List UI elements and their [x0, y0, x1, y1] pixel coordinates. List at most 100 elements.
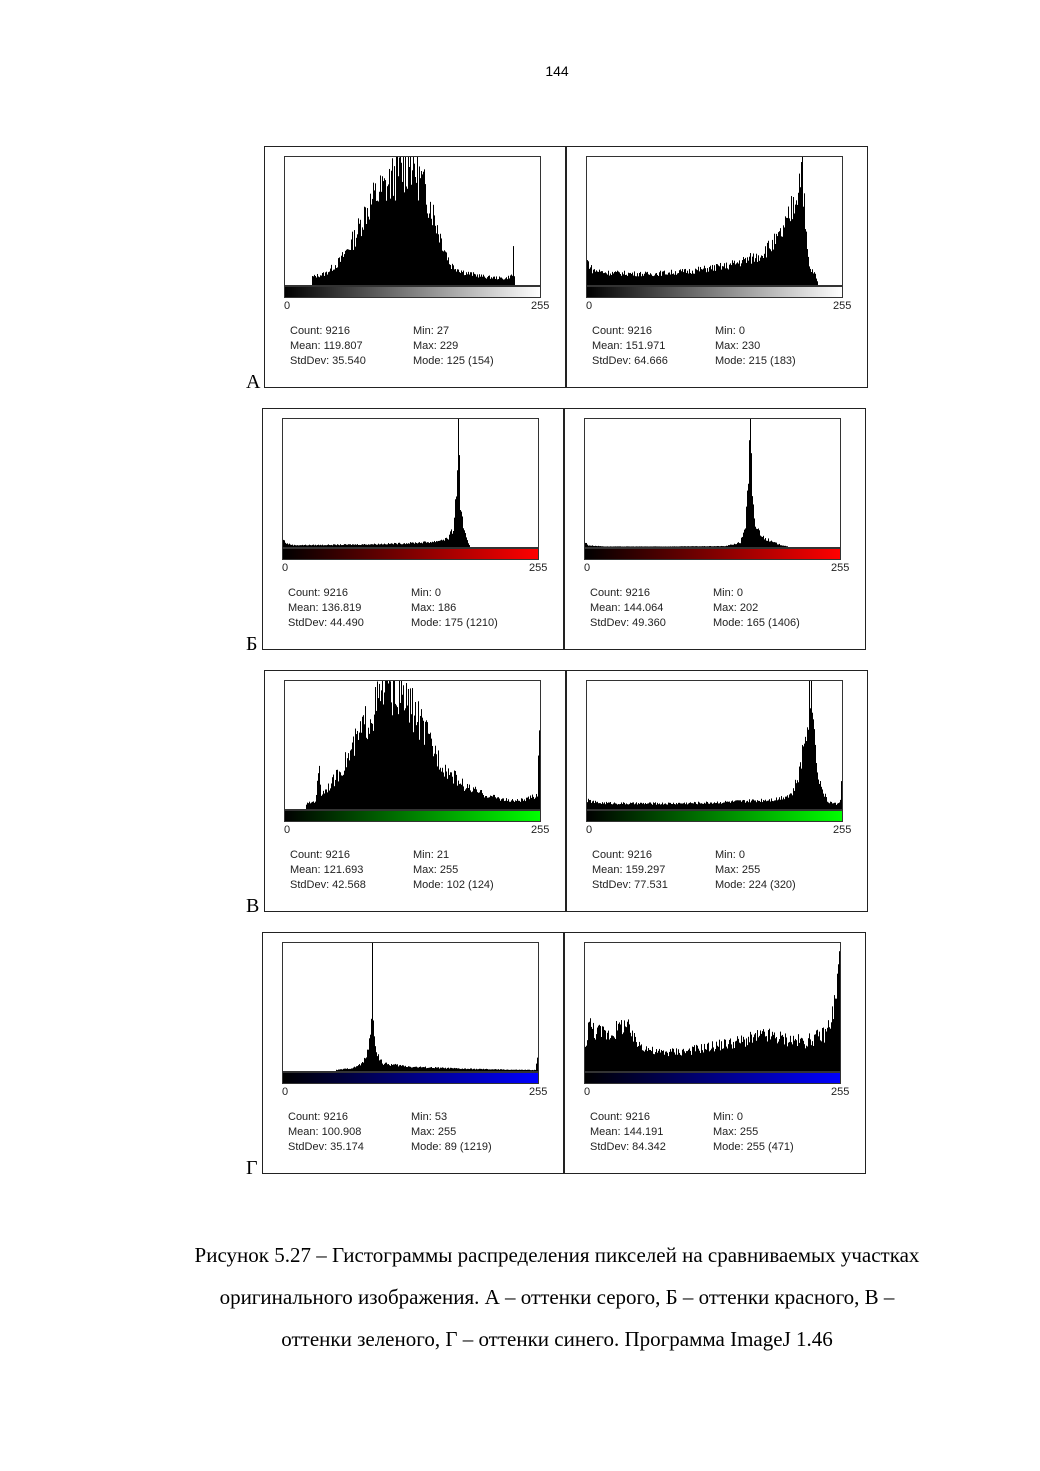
histogram-bar	[741, 1035, 742, 1071]
histogram-bar	[300, 545, 301, 547]
histogram-bar	[447, 260, 448, 285]
histogram-bar	[669, 802, 670, 809]
histogram-bar	[424, 744, 425, 809]
histogram-bar	[477, 792, 478, 809]
histogram-bar	[672, 546, 673, 547]
histogram-bar	[384, 543, 385, 547]
histogram-bar	[504, 1069, 505, 1071]
histogram-bar	[741, 263, 742, 285]
histogram-bar	[439, 769, 440, 809]
histogram-panel: 0 255 Count: 9216 Mean: 151.971 StdDev: 64…	[566, 146, 868, 388]
histogram-bar	[446, 1068, 447, 1071]
stat-mean: Mean: 100.908	[288, 1126, 362, 1138]
histogram-bar	[528, 796, 529, 809]
histogram-bar	[646, 272, 647, 285]
histogram-bar	[711, 1048, 712, 1071]
histogram-bar	[446, 252, 447, 285]
histogram-bar	[310, 803, 311, 809]
histogram-bar	[632, 1030, 633, 1071]
histogram-bar	[806, 1045, 807, 1071]
histogram-bar	[339, 257, 340, 285]
histogram-bar	[376, 1052, 377, 1071]
histogram-bar	[705, 1049, 706, 1071]
histogram-bar	[413, 157, 414, 285]
histogram-bar	[509, 801, 510, 809]
histogram-bar	[755, 800, 756, 809]
histogram-bar	[393, 195, 394, 285]
histogram-bar	[630, 802, 631, 809]
histogram-bar	[424, 169, 425, 285]
histogram-bar	[430, 201, 431, 285]
histogram-bar	[680, 1054, 681, 1071]
histogram-bar	[637, 804, 638, 809]
histogram-bar	[771, 251, 772, 285]
histogram-svg	[585, 951, 840, 1071]
histogram-bar	[598, 271, 599, 285]
histogram-bar	[745, 1046, 746, 1071]
histogram-bar	[647, 271, 648, 285]
histogram-bar	[431, 738, 432, 809]
histogram-bar	[696, 1044, 697, 1071]
histogram-bar	[724, 546, 725, 547]
histogram-bar	[601, 803, 602, 809]
histogram-bar	[453, 783, 454, 809]
histogram-bar	[742, 800, 743, 809]
histogram-bar	[521, 1069, 522, 1071]
histogram-bar	[378, 698, 379, 809]
histogram-bar	[454, 770, 455, 809]
histogram-bar	[460, 510, 461, 547]
histogram-bar	[452, 1068, 453, 1071]
histogram-bar	[765, 799, 766, 809]
histogram-bar	[322, 544, 323, 547]
histogram-bar	[643, 275, 644, 285]
histogram-bar	[585, 542, 586, 547]
histogram-bar	[444, 1068, 445, 1071]
histogram-bar	[802, 744, 803, 809]
histogram-bar	[712, 546, 713, 547]
histogram-bar	[663, 1050, 664, 1071]
histogram-bar	[746, 506, 747, 547]
histogram-bar	[468, 271, 469, 285]
histogram-bar	[614, 546, 615, 547]
histogram-bar	[618, 1023, 619, 1071]
histogram-bar	[506, 277, 507, 285]
histogram-bar	[360, 219, 361, 285]
histogram-bar	[512, 1069, 513, 1071]
histogram-bar	[722, 546, 723, 547]
histogram-bar	[431, 542, 432, 547]
histogram-bar	[792, 219, 793, 285]
histogram-bar	[688, 803, 689, 809]
histogram-bar	[353, 544, 354, 547]
histogram-bar	[345, 250, 346, 285]
histogram-bar	[423, 720, 424, 809]
histogram-bar	[761, 255, 762, 285]
histogram-bar	[463, 786, 464, 809]
histogram-bar	[588, 1022, 589, 1071]
histogram-bar	[402, 694, 403, 809]
histogram-bar	[344, 544, 345, 547]
histogram-bar	[391, 543, 392, 547]
color-ramp	[584, 1072, 841, 1084]
histogram-plot	[586, 680, 843, 810]
histogram-bar	[616, 1020, 617, 1071]
histogram-bar	[692, 546, 693, 547]
histogram-bar	[475, 274, 476, 285]
histogram-bar	[720, 262, 721, 285]
x-axis-min-label: 0	[282, 562, 289, 574]
histogram-bar	[444, 776, 445, 809]
histogram-bar	[634, 804, 635, 809]
histogram-bar	[283, 539, 284, 547]
histogram-bar	[778, 1041, 779, 1071]
histogram-bar	[721, 269, 722, 285]
histogram-bar	[602, 802, 603, 809]
histogram-bar	[614, 272, 615, 285]
histogram-bar	[434, 1068, 435, 1071]
histogram-bar	[424, 1067, 425, 1071]
histogram-bar	[630, 272, 631, 285]
histogram-bar	[636, 802, 637, 809]
histogram-bar	[472, 1069, 473, 1071]
histogram-bar	[399, 681, 400, 809]
histogram-bar	[663, 271, 664, 285]
histogram-bar	[314, 802, 315, 809]
histogram-bar	[491, 795, 492, 809]
